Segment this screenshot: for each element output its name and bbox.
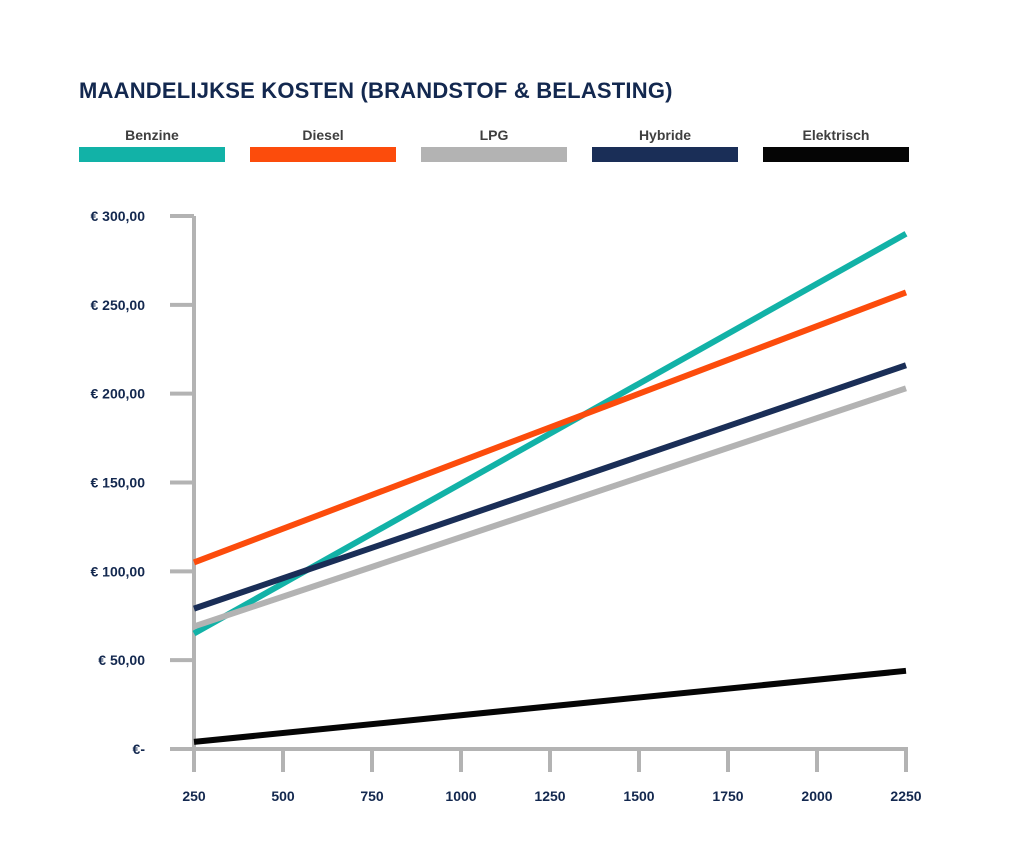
y-axis-tick-label: €- [133, 741, 146, 757]
x-axis-tick-label: 2250 [890, 788, 921, 804]
x-axis-tick-label: 1500 [623, 788, 654, 804]
series-line-hybride [193, 362, 907, 612]
series-line-diesel [192, 289, 908, 566]
chart-title: MAANDELIJKSE KOSTEN (BRANDSTOF & BELASTI… [79, 78, 673, 103]
y-axis-tick-label: € 250,00 [91, 297, 146, 313]
legend-swatch-benzine [79, 147, 225, 162]
legend-label-benzine: Benzine [125, 127, 179, 143]
x-axis-tick-label: 500 [271, 788, 295, 804]
legend-swatch-lpg [421, 147, 567, 162]
series-line-elektrisch [193, 667, 907, 745]
legend-label-lpg: LPG [479, 127, 509, 143]
x-axis-tick-label: 750 [360, 788, 384, 804]
x-axis-tick-label: 1000 [445, 788, 476, 804]
legend-item-hybride: Hybride [592, 126, 738, 166]
legend-item-elektrisch: Elektrisch [763, 126, 909, 166]
series-line-lpg [193, 385, 907, 630]
y-axis-tick-label: € 50,00 [98, 652, 145, 668]
legend-item-diesel: Diesel [250, 126, 396, 166]
legend-swatch-hybride [592, 147, 738, 162]
legend-label-diesel: Diesel [302, 127, 344, 143]
legend-item-lpg: LPG [421, 126, 567, 166]
y-axis-tick-label: € 150,00 [91, 475, 146, 491]
x-axis-tick-label: 1250 [534, 788, 565, 804]
x-axis-tick-label: 1750 [712, 788, 743, 804]
y-axis-tick-label: € 300,00 [91, 208, 146, 224]
y-axis-tick-label: € 100,00 [91, 563, 146, 579]
legend-item-benzine: Benzine [79, 126, 225, 166]
y-axis-tick-label: € 200,00 [91, 386, 146, 402]
legend-label-elektrisch: Elektrisch [802, 127, 870, 143]
legend-label-hybride: Hybride [638, 127, 692, 143]
legend-swatch-elektrisch [763, 147, 909, 162]
x-axis-tick-label: 2000 [801, 788, 832, 804]
legend-swatch-diesel [250, 147, 396, 162]
chart-legend: Benzine Diesel LPG Hybride Elektrisch [79, 126, 911, 166]
x-axis-tick-label: 250 [182, 788, 206, 804]
